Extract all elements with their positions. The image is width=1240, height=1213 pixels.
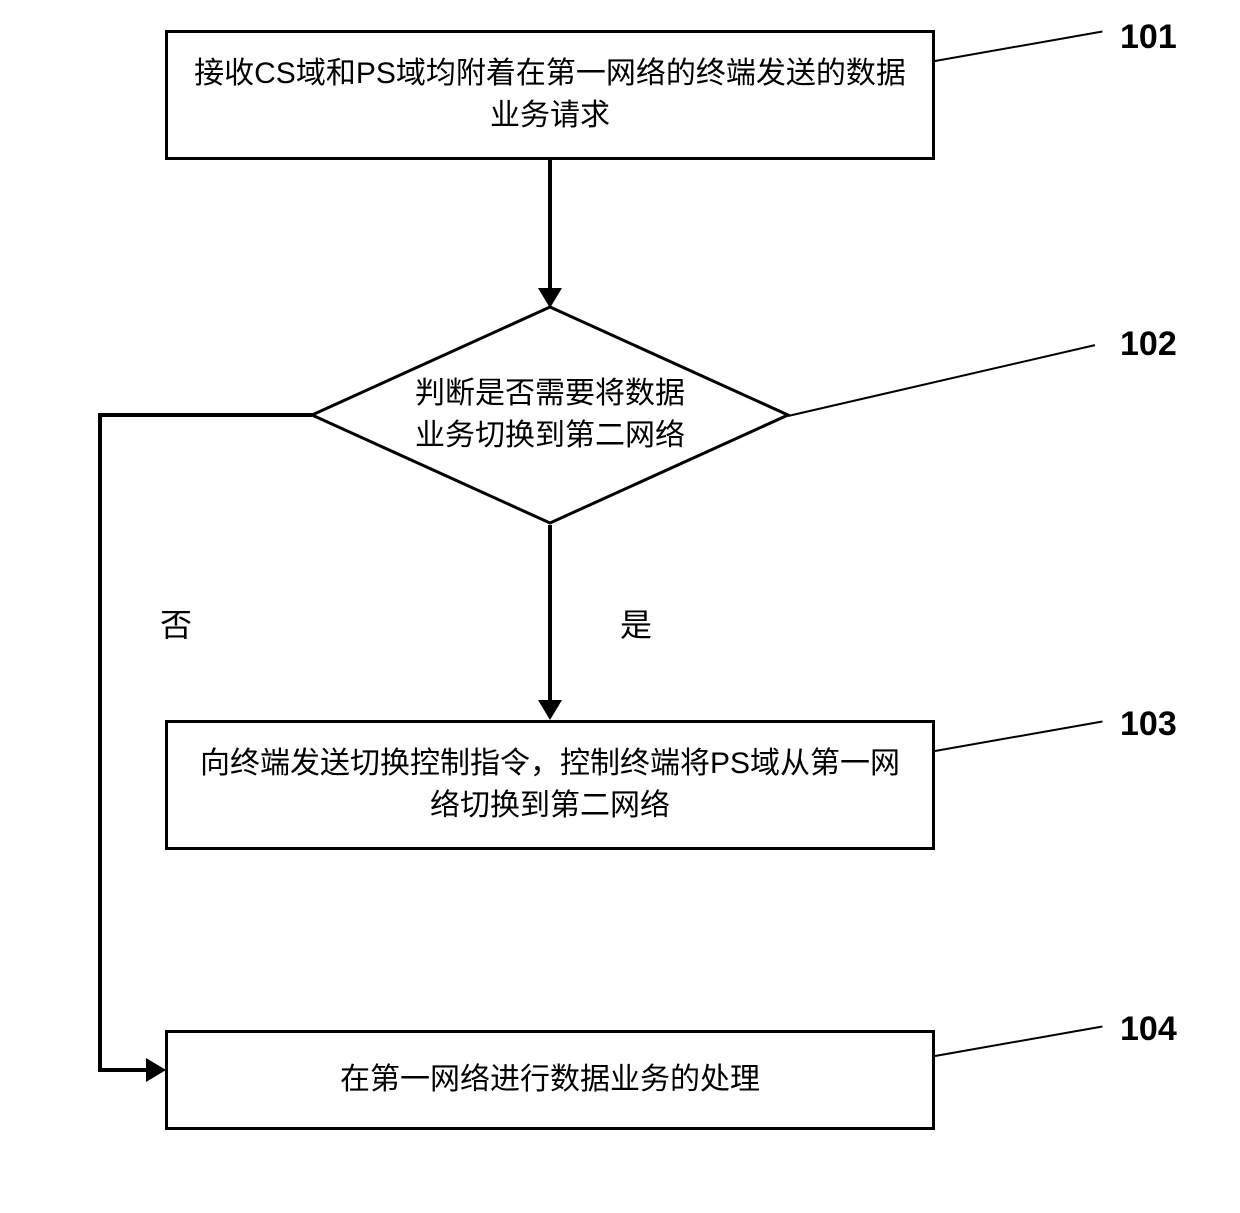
step-102-label: 102 xyxy=(1120,325,1177,364)
step-102-text: 判断是否需要将数据业务切换到第二网络 xyxy=(310,305,790,525)
step-103-box: 向终端发送切换控制指令，控制终端将PS域从第一网络切换到第二网络 xyxy=(165,720,935,850)
arrow-102-no-v xyxy=(98,413,102,1070)
step-102-diamond: 判断是否需要将数据业务切换到第二网络 xyxy=(310,305,790,525)
flowchart-root: 接收CS域和PS域均附着在第一网络的终端发送的数据业务请求 101 判断是否需要… xyxy=(0,0,1240,1213)
step-104-label: 104 xyxy=(1120,1010,1177,1049)
step-101-box: 接收CS域和PS域均附着在第一网络的终端发送的数据业务请求 xyxy=(165,30,935,160)
step-103-label: 103 xyxy=(1120,705,1177,744)
step-101-text: 接收CS域和PS域均附着在第一网络的终端发送的数据业务请求 xyxy=(188,53,912,137)
arrow-101-102 xyxy=(548,160,552,290)
arrow-102-103-head xyxy=(538,700,562,720)
step-101-label: 101 xyxy=(1120,18,1177,57)
step-104-box: 在第一网络进行数据业务的处理 xyxy=(165,1030,935,1130)
callout-line-104 xyxy=(935,1025,1103,1056)
arrow-102-no-head xyxy=(146,1058,166,1082)
arrow-102-no-h2 xyxy=(98,1068,148,1072)
callout-line-103 xyxy=(935,720,1103,751)
callout-line-102 xyxy=(788,344,1095,417)
arrow-102-no-h xyxy=(98,413,312,417)
edge-yes-label: 是 xyxy=(620,600,652,646)
callout-line-101 xyxy=(935,30,1103,61)
step-103-text: 向终端发送切换控制指令，控制终端将PS域从第一网络切换到第二网络 xyxy=(188,743,912,827)
step-104-text: 在第一网络进行数据业务的处理 xyxy=(340,1059,760,1101)
edge-no-label: 否 xyxy=(160,600,192,646)
arrow-102-103 xyxy=(548,525,552,703)
